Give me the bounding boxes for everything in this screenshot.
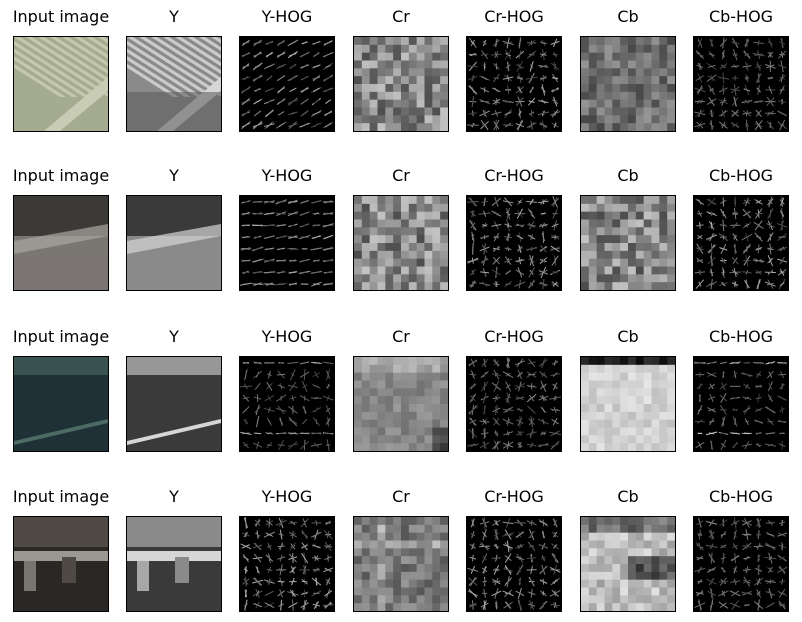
figure-cell: Y-HOG (239, 6, 335, 132)
panel-title: Y-HOG (261, 487, 313, 506)
figure-cell: Y (126, 6, 222, 132)
panel-title: Cb (617, 7, 639, 26)
panel-title: Input image (12, 7, 110, 26)
figure-cell: Y (126, 326, 222, 452)
figure-cell: Cb (580, 326, 676, 452)
figure-cell: Cr-HOG (466, 165, 562, 291)
panel-title: Y (169, 487, 179, 506)
panel-image (239, 36, 335, 132)
panel-title: Cr (392, 487, 410, 506)
figure-cell: Cr (353, 326, 449, 452)
figure-cell: Input image (13, 326, 109, 452)
panel-image (466, 516, 562, 612)
panel-title: Y (169, 7, 179, 26)
panel-image (126, 195, 222, 291)
panel-image (466, 36, 562, 132)
panel-title: Cb-HOG (708, 7, 774, 26)
figure-cell: Cr (353, 486, 449, 612)
figure-cell: Y-HOG (239, 326, 335, 452)
figure-cell: Cr-HOG (466, 486, 562, 612)
panel-image (13, 516, 109, 612)
panel-title: Cr (392, 7, 410, 26)
panel-image (13, 356, 109, 452)
panel-image (239, 195, 335, 291)
panel-title: Y-HOG (261, 7, 313, 26)
panel-title: Cr-HOG (484, 327, 544, 346)
figure-cell: Y (126, 165, 222, 291)
panel-image (693, 36, 789, 132)
panel-image (693, 195, 789, 291)
panel-image (353, 356, 449, 452)
panel-title: Cr-HOG (484, 166, 544, 185)
panel-image (353, 516, 449, 612)
figure-cell: Cr (353, 6, 449, 132)
panel-title: Y (169, 327, 179, 346)
panel-image (239, 516, 335, 612)
figure-cell: Cb-HOG (693, 165, 789, 291)
panel-title: Cb (617, 487, 639, 506)
panel-image (126, 356, 222, 452)
panel-title: Cr (392, 166, 410, 185)
panel-title: Input image (12, 327, 110, 346)
figure-cell: Y-HOG (239, 486, 335, 612)
panel-image (13, 36, 109, 132)
panel-image (13, 195, 109, 291)
panel-title: Cb-HOG (708, 487, 774, 506)
figure-cell: Input image (13, 486, 109, 612)
figure-cell: Cr-HOG (466, 326, 562, 452)
panel-image (353, 195, 449, 291)
panel-image (466, 195, 562, 291)
panel-title: Input image (12, 166, 110, 185)
figure-cell: Cr-HOG (466, 6, 562, 132)
panel-title: Cr-HOG (484, 7, 544, 26)
panel-title: Cr-HOG (484, 487, 544, 506)
panel-title: Cb-HOG (708, 166, 774, 185)
panel-image (466, 356, 562, 452)
figure-cell: Cr (353, 165, 449, 291)
figure-cell: Cb (580, 486, 676, 612)
panel-title: Cb-HOG (708, 327, 774, 346)
panel-title: Y-HOG (261, 166, 313, 185)
panel-title: Cb (617, 166, 639, 185)
panel-image (126, 516, 222, 612)
figure-cell: Input image (13, 6, 109, 132)
panel-image (126, 36, 222, 132)
panel-image (580, 516, 676, 612)
figure-cell: Y (126, 486, 222, 612)
panel-image (693, 356, 789, 452)
figure-cell: Cb (580, 6, 676, 132)
panel-image (580, 36, 676, 132)
figure-cell: Cb-HOG (693, 6, 789, 132)
panel-image (580, 195, 676, 291)
panel-image (353, 36, 449, 132)
panel-title: Y (169, 166, 179, 185)
figure-cell: Y-HOG (239, 165, 335, 291)
panel-image (580, 356, 676, 452)
panel-title: Y-HOG (261, 327, 313, 346)
figure-cell: Input image (13, 165, 109, 291)
panel-image (693, 516, 789, 612)
figure-cell: Cb-HOG (693, 486, 789, 612)
panel-image (239, 356, 335, 452)
figure-cell: Cb (580, 165, 676, 291)
panel-title: Cb (617, 327, 639, 346)
panel-title: Input image (12, 487, 110, 506)
figure-cell: Cb-HOG (693, 326, 789, 452)
panel-title: Cr (392, 327, 410, 346)
